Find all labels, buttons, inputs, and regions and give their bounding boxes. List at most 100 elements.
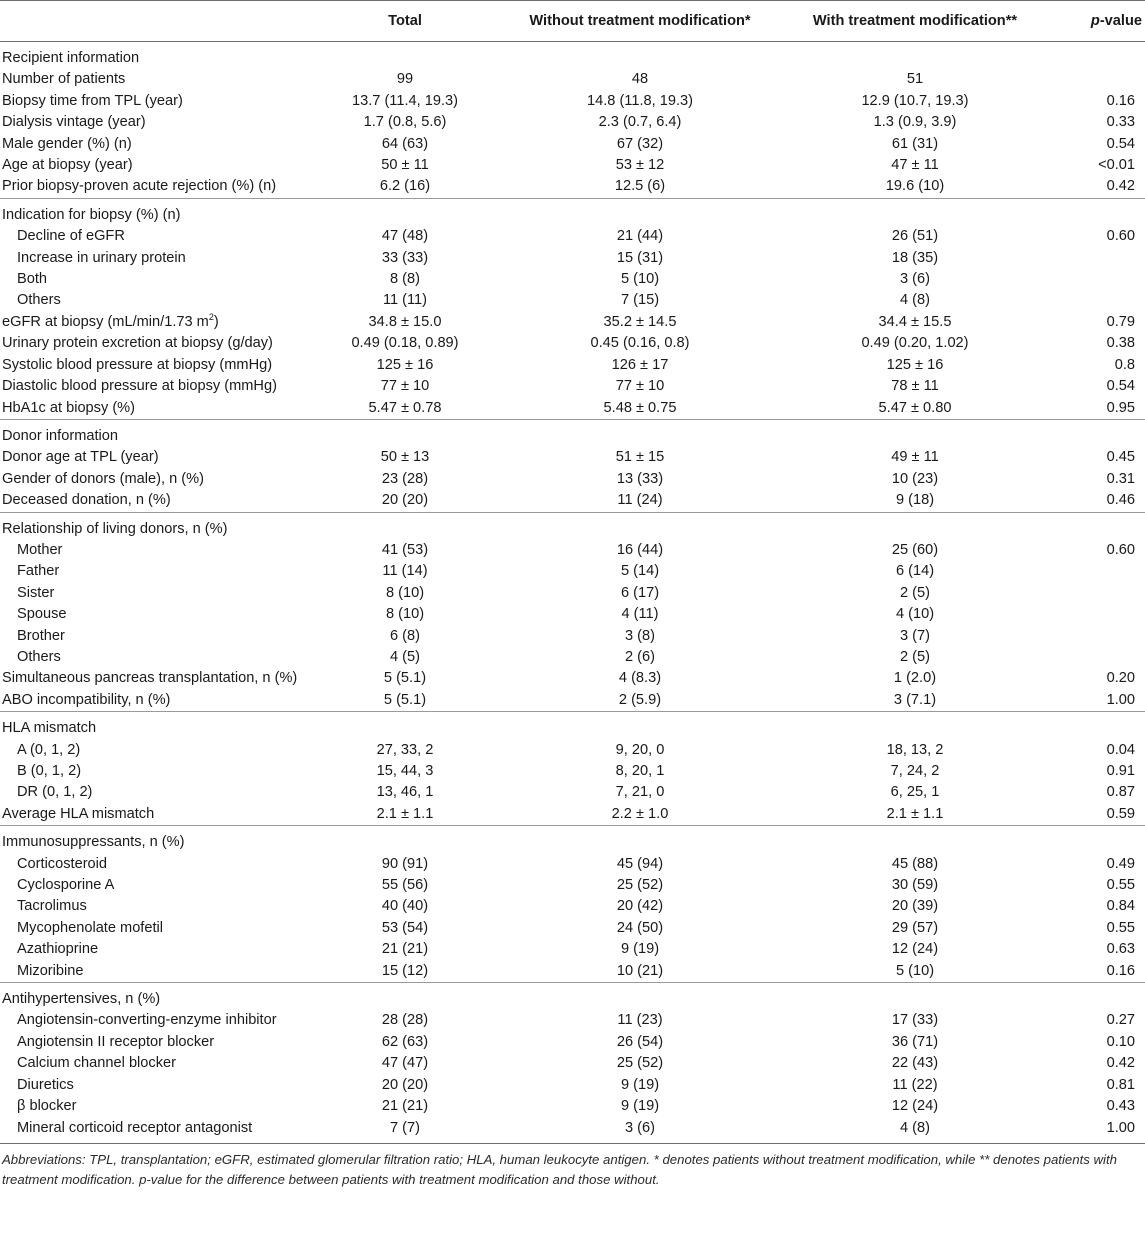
cell-with-modification: 6 (14) xyxy=(895,563,935,580)
table-row: Sister 8 (10) 6 (17) 2 (5) xyxy=(0,583,1145,604)
cell-total: 27, 33, 2 xyxy=(376,741,434,758)
section-empty-cell xyxy=(1040,711,1145,740)
cell-total: 40 (40) xyxy=(381,898,429,915)
row-label-text: Increase in urinary protein xyxy=(17,249,186,266)
row-label: Azathioprine xyxy=(0,939,320,960)
row-label: Angiotensin-converting-enzyme inhibitor xyxy=(0,1010,320,1031)
cell-p-value: 0.87 xyxy=(1106,784,1135,801)
patient-characteristics-table: Total Without treatment modification* Wi… xyxy=(0,0,1145,1144)
cell-without-modification: 7, 21, 0 xyxy=(615,784,665,801)
cell-with-modification: 29 (57) xyxy=(891,919,939,936)
row-label-text: Urinary protein excretion at biopsy (g/d… xyxy=(2,335,273,352)
section-header-row: HLA mismatch xyxy=(0,711,1145,740)
row-label: Others xyxy=(0,647,320,668)
cell-p-value: 0.60 xyxy=(1106,228,1135,245)
section-header-row: Recipient information xyxy=(0,41,1145,70)
cell-without-modification: 5.48 ± 0.75 xyxy=(603,399,677,416)
cell-with-modification: 0.49 (0.20, 1.02) xyxy=(861,335,969,352)
cell-without-modification: 35.2 ± 14.5 xyxy=(603,313,677,330)
table-row: B (0, 1, 2) 15, 44, 3 8, 20, 1 7, 24, 2 0.91 xyxy=(0,761,1145,782)
cell-p-value: 0.91 xyxy=(1106,763,1135,779)
section-empty-cell xyxy=(1040,825,1145,854)
row-label-text: Father xyxy=(17,563,60,580)
header-with-modification: With treatment modification** xyxy=(790,0,1040,42)
row-label-text: HbA1c at biopsy (%) xyxy=(2,399,136,416)
row-label-text: Cyclosporine A xyxy=(17,877,115,894)
cell-with-modification: 78 ± 11 xyxy=(891,378,939,395)
cell-with-modification: 2 (5) xyxy=(899,584,930,601)
cell-with-modification: 125 ± 16 xyxy=(886,356,944,373)
section-title: Immunosuppressants, n (%) xyxy=(0,825,320,854)
cell-without-modification: 126 ± 17 xyxy=(611,356,669,373)
row-label: Simultaneous pancreas transplantation, n… xyxy=(0,668,320,689)
cell-p-value: 0.45 xyxy=(1106,449,1135,466)
row-label-text: B (0, 1, 2) xyxy=(17,763,82,779)
cell-p-value: 0.38 xyxy=(1106,335,1135,352)
cell-total: 125 ± 16 xyxy=(376,356,434,373)
section-empty-cell xyxy=(320,197,490,227)
cell-without-modification: 9, 20, 0 xyxy=(615,741,665,758)
section-empty-cell xyxy=(320,41,490,70)
cell-without-modification: 14.8 (11.8, 19.3) xyxy=(586,92,693,109)
row-label-text: Sister xyxy=(17,584,55,601)
row-label-text: Prior biopsy-proven acute rejection (%) … xyxy=(2,178,277,195)
row-label-text: Corticosteroid xyxy=(17,855,108,872)
row-label-text: Mycophenolate mofetil xyxy=(17,919,164,936)
cell-without-modification: 7 (15) xyxy=(620,292,660,309)
cell-p-value: 0.79 xyxy=(1106,313,1135,330)
row-label: Mycophenolate mofetil xyxy=(0,918,320,939)
cell-p-value: 0.33 xyxy=(1106,114,1135,131)
table-row: Angiotensin II receptor blocker 62 (63) 26… xyxy=(0,1032,1145,1053)
cell-with-modification: 2 (5) xyxy=(899,648,930,665)
cell-p-value xyxy=(1040,248,1145,269)
section-title: Donor information xyxy=(0,418,320,448)
cell-with-modification: 4 (10) xyxy=(895,606,935,623)
row-label-text: Mother xyxy=(17,541,63,558)
row-label: Urinary protein excretion at biopsy (g/d… xyxy=(0,333,320,354)
cell-without-modification: 21 (44) xyxy=(616,228,664,245)
row-label-text: Others xyxy=(17,292,61,309)
header-p-value: p-value xyxy=(1040,0,1145,42)
row-label: Age at biopsy (year) xyxy=(0,155,320,176)
table-row: Donor age at TPL (year) 50 ± 13 51 ± 15 49 … xyxy=(0,447,1145,468)
cell-total: 2.1 ± 1.1 xyxy=(376,805,434,822)
cell-with-modification: 36 (71) xyxy=(891,1033,939,1050)
row-label-text: Brother xyxy=(17,627,65,644)
row-label: Donor age at TPL (year) xyxy=(0,447,320,468)
row-label: Both xyxy=(0,269,320,290)
table-row: Brother 6 (8) 3 (8) 3 (7) xyxy=(0,626,1145,647)
section-header-row: Immunosuppressants, n (%) xyxy=(0,825,1145,854)
table-row: Azathioprine 21 (21) 9 (19) 12 (24) 0.63 xyxy=(0,939,1145,960)
cell-total: 47 (47) xyxy=(381,1055,429,1072)
cell-p-value: 0.63 xyxy=(1106,941,1135,958)
cell-p-value: 0.84 xyxy=(1106,898,1135,915)
table-row: Mizoribine 15 (12) 10 (21) 5 (10) 0.16 xyxy=(0,961,1145,983)
cell-total: 4 (5) xyxy=(389,648,420,665)
cell-total: 20 (20) xyxy=(381,492,429,509)
section-empty-cell xyxy=(320,711,490,740)
section-empty-cell xyxy=(790,511,1040,540)
header-p-suffix: -value xyxy=(1099,13,1142,29)
cell-total: 8 (10) xyxy=(385,584,425,601)
row-label-text: Others xyxy=(17,648,61,665)
section-empty-cell xyxy=(320,825,490,854)
table-row: Simultaneous pancreas transplantation, n… xyxy=(0,668,1145,689)
cell-without-modification: 26 (54) xyxy=(616,1033,664,1050)
table-row: Cyclosporine A 55 (56) 25 (52) 30 (59) 0.55 xyxy=(0,875,1145,896)
section-empty-cell xyxy=(490,825,790,854)
row-label: Mizoribine xyxy=(0,961,320,983)
cell-with-modification: 26 (51) xyxy=(891,228,939,245)
row-label-text: Azathioprine xyxy=(17,941,99,958)
table-row: Diuretics 20 (20) 9 (19) 11 (22) 0.81 xyxy=(0,1075,1145,1096)
cell-with-modification: 2.1 ± 1.1 xyxy=(886,805,944,822)
row-label: Number of patients xyxy=(0,69,320,90)
row-label: HbA1c at biopsy (%) xyxy=(0,398,320,420)
cell-without-modification: 8, 20, 1 xyxy=(615,763,665,779)
cell-p-value: 0.54 xyxy=(1106,378,1135,395)
cell-p-value: 0.16 xyxy=(1106,962,1135,979)
cell-p-value: 0.54 xyxy=(1106,135,1135,152)
row-label: Biopsy time from TPL (year) xyxy=(0,91,320,112)
row-label: Systolic blood pressure at biopsy (mmHg) xyxy=(0,355,320,376)
cell-without-modification: 16 (44) xyxy=(616,541,664,558)
row-label: ABO incompatibility, n (%) xyxy=(0,690,320,712)
